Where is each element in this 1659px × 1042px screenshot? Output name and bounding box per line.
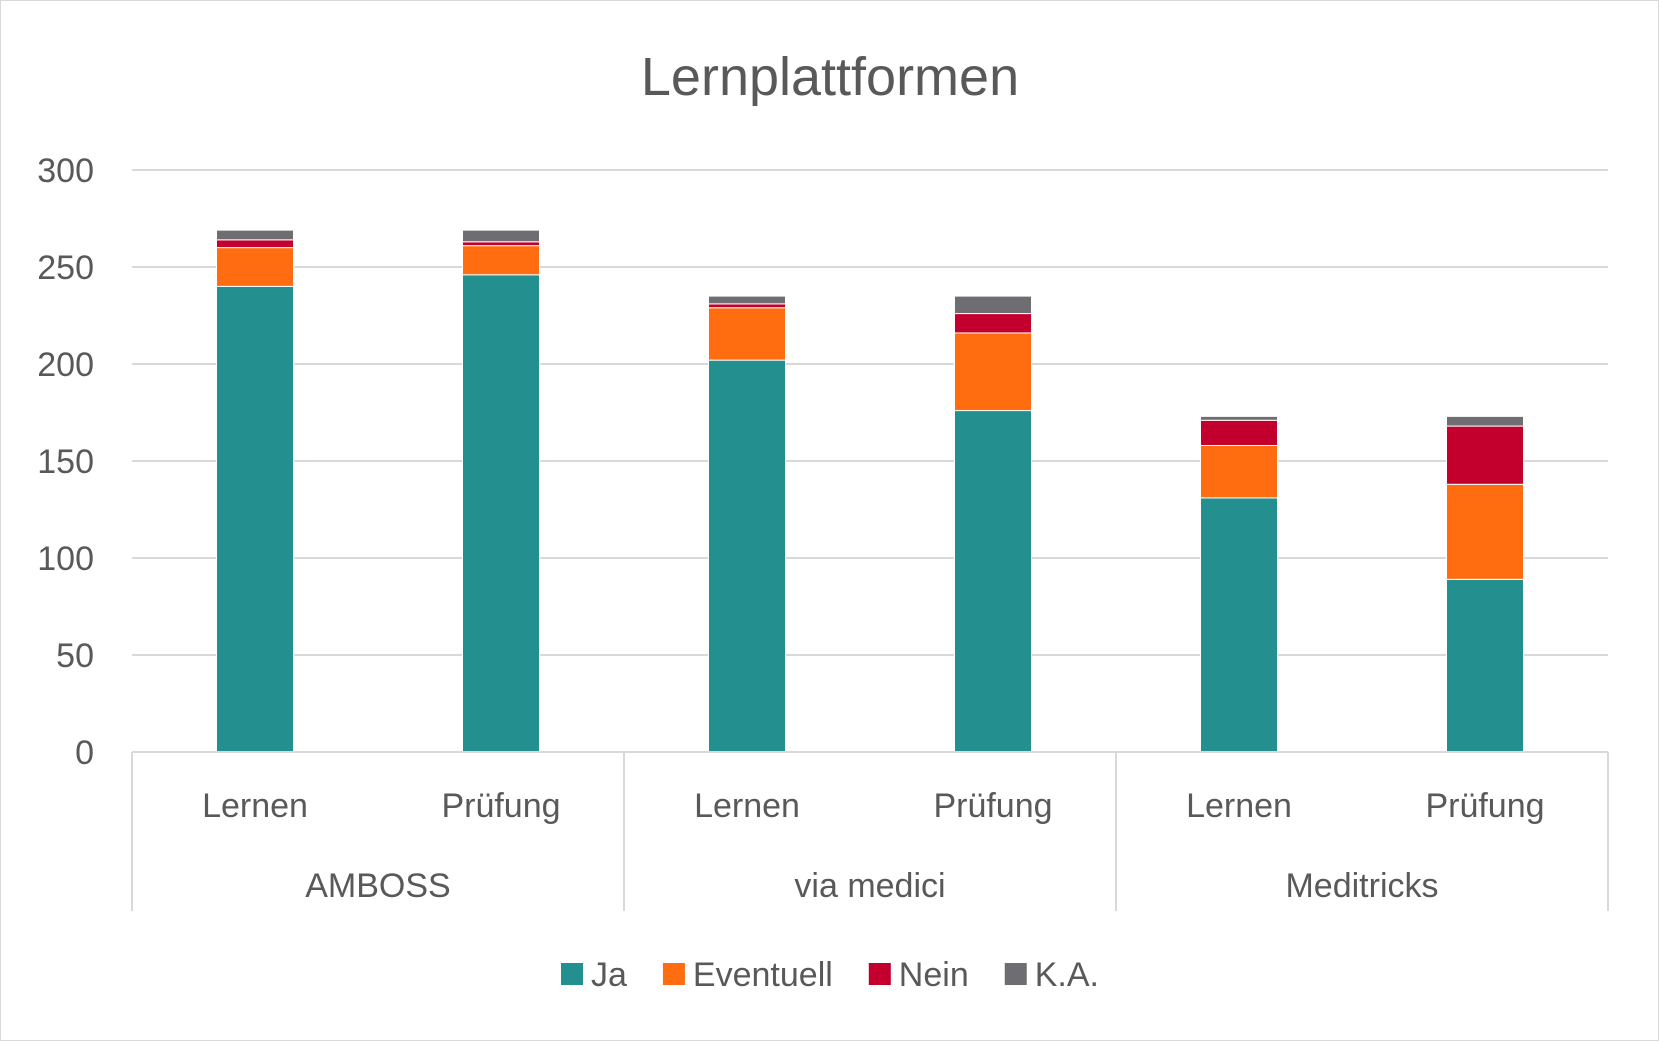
bar-segment-nein	[708, 303, 786, 309]
legend-swatch	[868, 963, 891, 985]
bar-segment-eventuell	[462, 245, 540, 276]
bar-segment-nein	[1200, 419, 1278, 446]
legend-item: Ja	[561, 956, 627, 994]
gridlines	[132, 169, 1608, 656]
bar-segment-ja	[708, 359, 786, 753]
bar-segment-eventuell	[1446, 483, 1524, 580]
bar-segment-eventuell	[216, 247, 294, 287]
y-tick-label: 200	[37, 346, 94, 384]
bar-segment-nein	[462, 241, 540, 247]
bar-segment-ja	[954, 410, 1032, 753]
bar-segment-eventuell	[1200, 444, 1278, 499]
legend-item: Nein	[868, 956, 969, 994]
bar-segment-ka	[1446, 415, 1524, 427]
x-group-label: via medici	[794, 867, 945, 905]
x-tick-label: Lernen	[202, 787, 308, 825]
legend-swatch	[1004, 963, 1027, 985]
bar-segment-ja	[216, 285, 294, 753]
legend-item: K.A.	[1004, 956, 1099, 994]
legend-label: K.A.	[1035, 956, 1099, 994]
bar-segment-eventuell	[708, 307, 786, 361]
y-tick-label: 100	[37, 540, 94, 578]
x-tick-label: Prüfung	[933, 787, 1052, 825]
bar-segment-ka	[1200, 415, 1278, 421]
bar-segment-ja	[1200, 497, 1278, 753]
x-axis: Lernen Prüfung Lernen Prüfung Lernen Prüfung A…	[131, 751, 1609, 911]
x-group-label: AMBOSS	[305, 867, 450, 905]
bar-segment-nein	[216, 239, 294, 249]
bars	[216, 229, 1524, 753]
x-tick-label: Prüfung	[441, 787, 560, 825]
y-tick-label: 50	[56, 637, 94, 675]
bar-segment-ja	[462, 274, 540, 753]
legend-swatch	[662, 963, 685, 985]
y-tick-label: 250	[37, 249, 94, 287]
legend-item: Eventuell	[662, 956, 833, 994]
bar-segment-nein	[1446, 425, 1524, 485]
y-tick-label: 150	[37, 443, 94, 481]
y-tick-label: 0	[75, 734, 94, 772]
legend-label: Nein	[899, 956, 969, 994]
legend-label: Ja	[591, 956, 627, 994]
bar-segment-nein	[954, 313, 1032, 334]
legend-swatch	[561, 963, 584, 985]
bar-segment-ja	[1446, 578, 1524, 753]
legend: Ja Eventuell Nein K.A.	[561, 956, 1099, 994]
bar-segment-eventuell	[954, 332, 1032, 412]
y-axis: 0 50 100 150 200 250 300	[37, 152, 94, 772]
bar-segment-ka	[954, 295, 1032, 315]
y-tick-label: 300	[37, 152, 94, 190]
x-group-label: Meditricks	[1285, 867, 1438, 905]
x-tick-label: Lernen	[1186, 787, 1292, 825]
x-tick-label: Prüfung	[1425, 787, 1544, 825]
x-tick-label: Lernen	[694, 787, 800, 825]
bar-segment-ka	[462, 229, 540, 243]
legend-label: Eventuell	[693, 956, 833, 994]
chart-title: Lernplattformen	[641, 47, 1019, 107]
bar-segment-ka	[216, 229, 294, 241]
bar-segment-ka	[708, 295, 786, 305]
